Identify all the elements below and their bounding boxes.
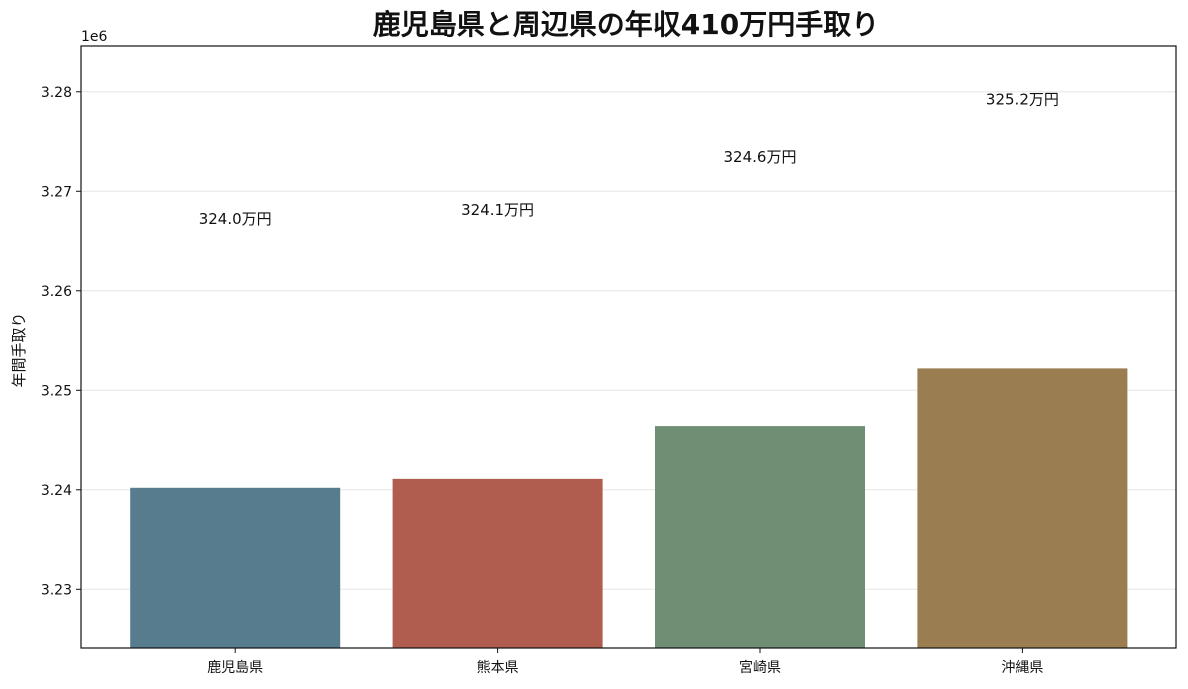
data-labels: 324.0万円 324.1万円 324.6万円 325.2万円 [199,90,1059,227]
plot-frame [80,45,1177,649]
bar [655,426,865,648]
y-tick-label: 3.27 [41,184,72,200]
bars [130,368,1128,648]
y-offset-label: 1e6 [81,29,108,45]
bar-value-label: 324.0万円 [199,210,272,228]
x-tick-label: 宮崎県 [739,660,781,676]
y-tick-label: 3.28 [41,85,72,101]
y-tick-label: 3.23 [41,582,72,598]
x-tick-label: 沖縄県 [1001,660,1043,676]
chart-title: 鹿児島県と周辺県の年収410万円手取り [373,8,879,41]
x-axis-ticks: 鹿児島県 熊本県 宮崎県 沖縄県 [207,648,1043,676]
bar-value-label: 324.6万円 [724,148,797,166]
x-tick-label: 熊本県 [477,660,519,676]
bar [917,368,1128,648]
bar [130,487,341,648]
y-tick-label: 3.25 [41,383,72,399]
x-tick-label: 鹿児島県 [207,659,263,676]
y-tick-label: 3.26 [41,284,72,300]
bar [392,478,603,648]
y-tick-label: 3.24 [41,483,72,499]
y-axis-ticks: 3.23 3.24 3.25 3.26 3.27 3.28 [41,85,81,598]
bar-value-label: 324.1万円 [461,201,534,219]
bar-value-label: 325.2万円 [986,90,1059,108]
y-axis-label: 年間手取り [10,312,28,387]
